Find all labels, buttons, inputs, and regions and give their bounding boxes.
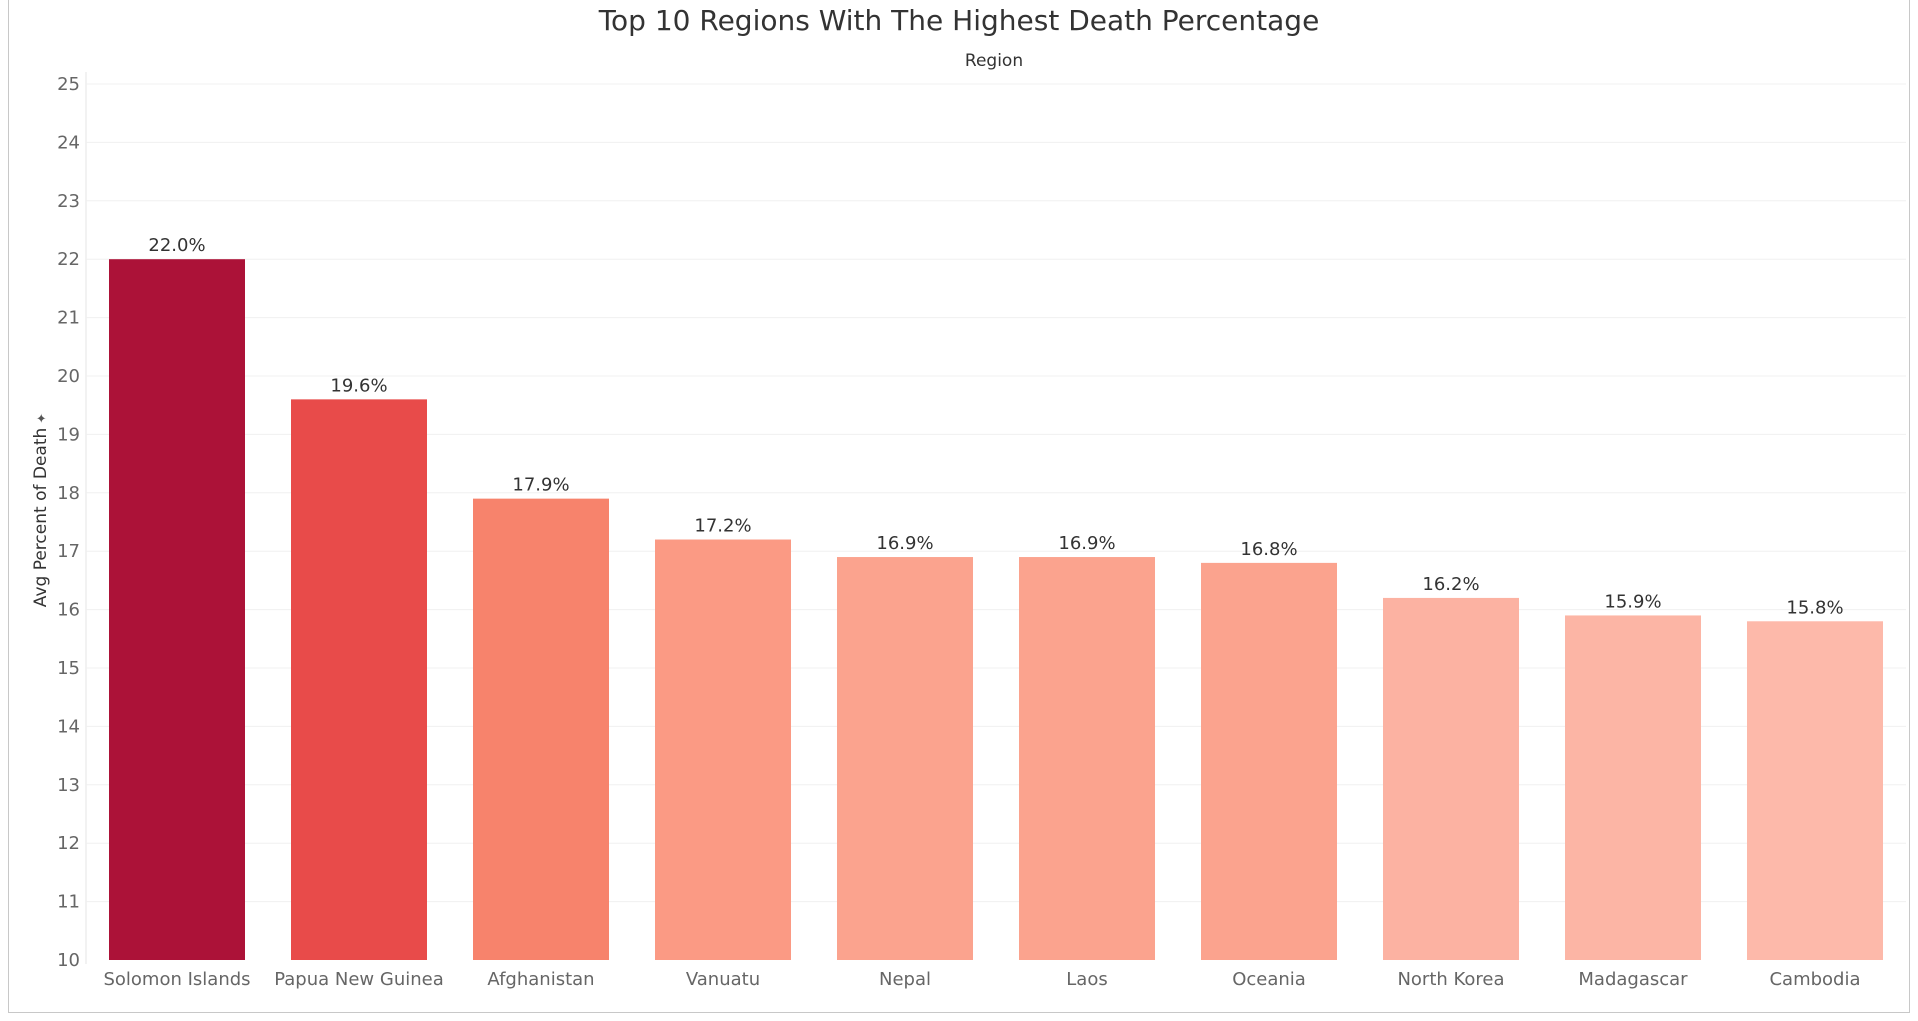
bar[interactable] — [1019, 557, 1155, 960]
category-label[interactable]: Laos — [1066, 969, 1107, 990]
chart-frame — [8, 0, 1910, 1013]
data-label: 16.9% — [876, 533, 933, 554]
y-tick-label: 21 — [57, 308, 80, 329]
y-tick-label: 11 — [57, 892, 80, 913]
bars — [109, 259, 1883, 960]
bar[interactable] — [473, 498, 609, 960]
data-label: 15.9% — [1604, 591, 1661, 612]
y-tick-label: 15 — [57, 658, 80, 679]
data-label: 19.6% — [330, 375, 387, 396]
y-tick-label: 18 — [57, 483, 80, 504]
bar[interactable] — [655, 539, 791, 960]
y-tick-label: 25 — [57, 74, 80, 95]
data-label: 16.9% — [1058, 533, 1115, 554]
y-tick-label: 12 — [57, 833, 80, 854]
y-tick-label: 19 — [57, 424, 80, 445]
y-tick-label: 23 — [57, 191, 80, 212]
category-label[interactable]: Oceania — [1232, 969, 1306, 990]
data-label: 17.2% — [694, 516, 751, 537]
data-label: 16.2% — [1422, 574, 1479, 595]
bar[interactable] — [1383, 597, 1519, 960]
y-tick-label: 10 — [57, 950, 80, 971]
category-label[interactable]: Afghanistan — [487, 969, 594, 990]
bar[interactable] — [291, 399, 427, 960]
y-tick-label: 24 — [57, 132, 80, 153]
data-label: 22.0% — [148, 235, 205, 256]
data-label: 17.9% — [512, 475, 569, 496]
category-label[interactable]: Cambodia — [1769, 969, 1860, 990]
region-column-header: Region — [964, 51, 1024, 71]
bar[interactable] — [837, 557, 973, 960]
category-label[interactable]: Papua New Guinea — [274, 969, 444, 990]
bar[interactable] — [1201, 562, 1337, 960]
category-label[interactable]: Solomon Islands — [103, 969, 250, 990]
bar[interactable] — [1565, 615, 1701, 960]
data-label: 15.8% — [1786, 597, 1843, 618]
y-axis-ticks: 10 11 12 13 14 15 16 17 18 19 20 21 22 23 24 25 — [57, 74, 80, 971]
y-tick-label: 17 — [57, 541, 80, 562]
bar[interactable] — [1747, 621, 1883, 960]
bar[interactable] — [109, 259, 245, 960]
data-label: 16.8% — [1240, 539, 1297, 560]
chart-title: Top 10 Regions With The Highest Death Pe… — [598, 4, 1320, 37]
category-label[interactable]: Nepal — [879, 969, 931, 990]
y-tick-label: 13 — [57, 775, 80, 796]
y-tick-label: 20 — [57, 366, 80, 387]
category-label[interactable]: Madagascar — [1578, 969, 1688, 990]
x-axis-categories: Solomon Islands Papua New Guinea Afghanist… — [103, 969, 1860, 990]
y-tick-label: 16 — [57, 600, 80, 621]
y-tick-label: 14 — [57, 716, 80, 737]
data-labels: 22.0% 19.6% 17.9% 17.2% 16.9% 16.9% 16.8% 16.2%… — [148, 235, 1843, 618]
category-label[interactable]: North Korea — [1397, 969, 1504, 990]
category-label[interactable]: Vanuatu — [686, 969, 760, 990]
y-tick-label: 22 — [57, 249, 80, 270]
